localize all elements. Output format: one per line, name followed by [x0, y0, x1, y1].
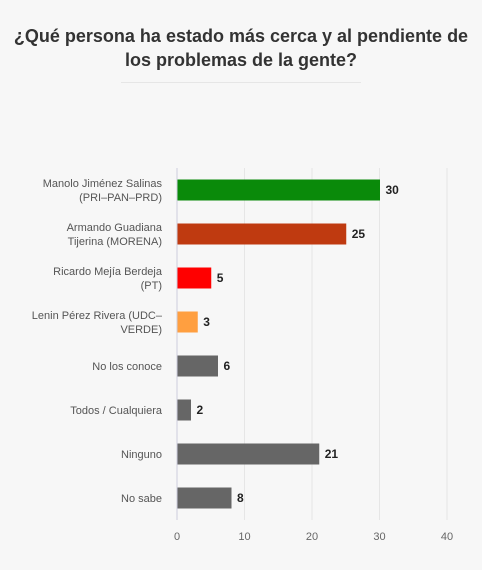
- category-label-line: Ninguno: [121, 449, 162, 461]
- category-label: Ninguno: [121, 449, 162, 461]
- category-label: No los conoce: [92, 361, 162, 373]
- category-label-line: (PRI–PAN–PRD): [79, 192, 162, 204]
- category-label-line: VERDE): [120, 324, 162, 336]
- bar-value-label: 3: [203, 315, 210, 329]
- x-axis-ticks: 0 10 20 30 40: [174, 531, 453, 543]
- bar: [177, 267, 212, 289]
- x-tick-label: 20: [306, 531, 318, 543]
- category-label: Lenin Pérez Rivera (UDC– VERDE): [32, 310, 163, 336]
- title-divider: [121, 82, 361, 83]
- category-labels: Manolo Jiménez Salinas (PRI–PAN–PRD) Arman…: [32, 178, 163, 505]
- grid-lines: [176, 168, 448, 520]
- x-tick-label: 40: [441, 531, 453, 543]
- bar: [177, 223, 347, 245]
- category-label-line: Ricardo Mejía Berdeja: [53, 266, 163, 278]
- category-label-line: Lenin Pérez Rivera (UDC–: [32, 310, 163, 322]
- chart-title: ¿Qué persona ha estado más cerca y al pe…: [13, 26, 469, 70]
- x-tick-label: 30: [373, 531, 385, 543]
- bar-value-label: 21: [325, 447, 339, 461]
- bar: [177, 443, 320, 465]
- value-labels: 30 25 5 3 6 2 21 8: [197, 183, 400, 505]
- category-label: Armando Guadiana Tijerina (MORENA): [67, 222, 163, 248]
- bar: [177, 487, 232, 509]
- category-label-line: No los conoce: [92, 361, 162, 373]
- category-label: Ricardo Mejía Berdeja (PT): [53, 266, 163, 292]
- bar-value-label: 25: [352, 227, 366, 241]
- category-label: Todos / Cualquiera: [70, 405, 163, 417]
- category-label-line: (PT): [141, 280, 162, 292]
- category-label-line: Manolo Jiménez Salinas: [43, 178, 163, 190]
- x-tick-label: 10: [238, 531, 250, 543]
- bar: [177, 355, 218, 377]
- bar: [177, 179, 380, 201]
- bars: [177, 179, 380, 509]
- category-label-line: Armando Guadiana: [67, 222, 163, 234]
- bar-value-label: 5: [217, 271, 224, 285]
- bar-value-label: 30: [386, 183, 400, 197]
- bar: [177, 311, 198, 333]
- x-tick-label: 0: [174, 531, 180, 543]
- bar: [177, 399, 191, 421]
- bar-value-label: 2: [197, 403, 204, 417]
- bar-value-label: 6: [224, 359, 231, 373]
- category-label-line: No sabe: [121, 493, 162, 505]
- category-label-line: Todos / Cualquiera: [70, 405, 163, 417]
- category-label: Manolo Jiménez Salinas (PRI–PAN–PRD): [43, 178, 163, 204]
- bar-value-label: 8: [237, 491, 244, 505]
- category-label: No sabe: [121, 493, 162, 505]
- category-label-line: Tijerina (MORENA): [68, 236, 162, 248]
